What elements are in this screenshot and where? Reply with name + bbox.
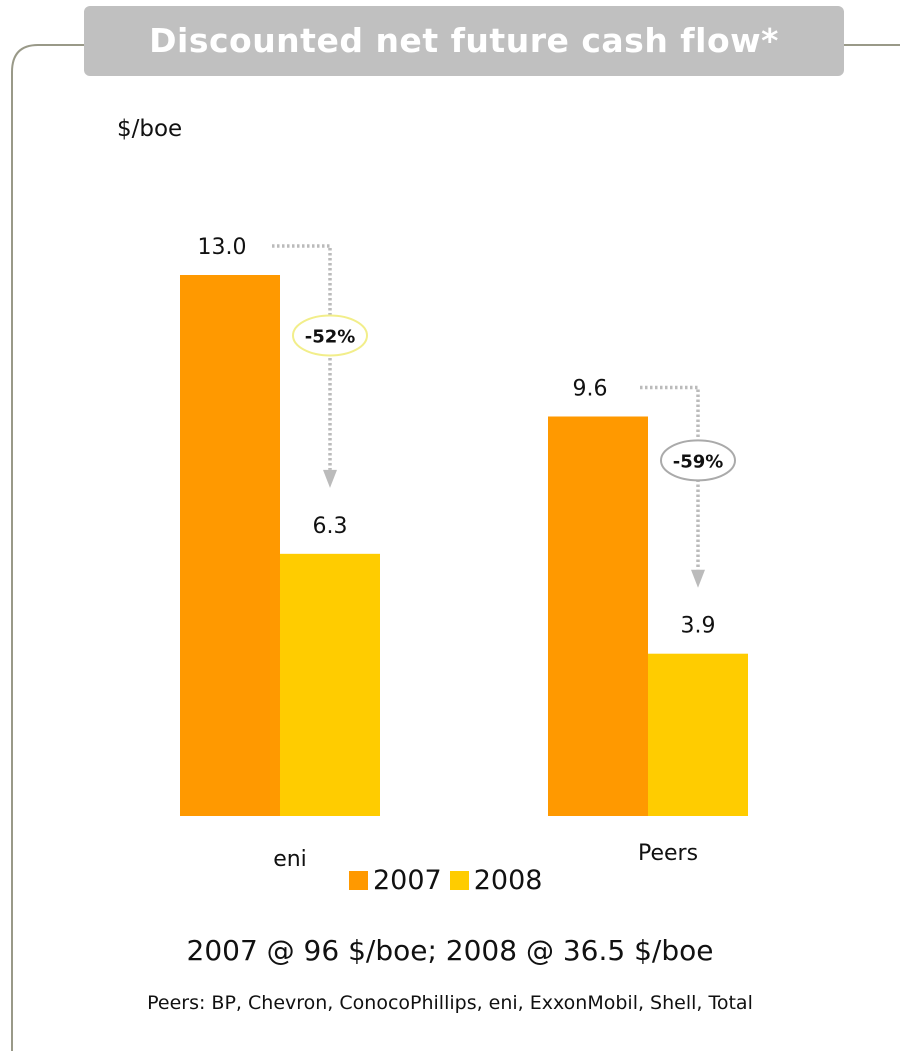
legend-label-2007: 2007 — [373, 864, 442, 896]
change-badge-eni — [292, 314, 368, 357]
legend-swatch-2008 — [449, 870, 469, 890]
bar-eni-2008 — [280, 553, 380, 816]
value-label-eni-2008: 6.3 — [313, 514, 348, 539]
legend-label-2008: 2008 — [473, 864, 543, 896]
bar-peers-2007 — [548, 416, 648, 816]
drop-arrow-line-eni — [272, 244, 332, 470]
value-label-peers-2007: 9.6 — [573, 376, 608, 401]
title-banner — [84, 6, 844, 76]
category-label-peers: Peers — [638, 841, 698, 866]
legend-swatch-2007 — [349, 870, 368, 890]
unit-label: $/boe — [117, 116, 183, 142]
chart-title: Discounted net future cash flow* — [149, 21, 779, 60]
value-label-peers-2008: 3.9 — [681, 614, 716, 639]
change-label-eni: -52% — [305, 327, 356, 348]
bar-peers-2008 — [648, 653, 748, 816]
legend: 2007 2008 — [349, 860, 550, 900]
price-note: 2007 @ 96 $/boe; 2008 @ 36.5 $/boe — [186, 934, 714, 967]
legend-item-2007: 2007 — [349, 865, 442, 896]
value-label-eni-2007: 13.0 — [198, 235, 247, 260]
change-label-peers: -59% — [673, 451, 724, 472]
drop-arrow-head-peers — [691, 569, 705, 588]
bar-eni-2007 — [180, 275, 280, 816]
change-badge-peers — [660, 439, 736, 482]
legend-item-2008: 2008 — [449, 864, 543, 896]
category-label-eni: eni — [273, 847, 307, 872]
drop-arrow-head-eni — [323, 469, 337, 488]
peers-footnote: Peers: BP, Chevron, ConocoPhillips, eni,… — [147, 992, 753, 1014]
